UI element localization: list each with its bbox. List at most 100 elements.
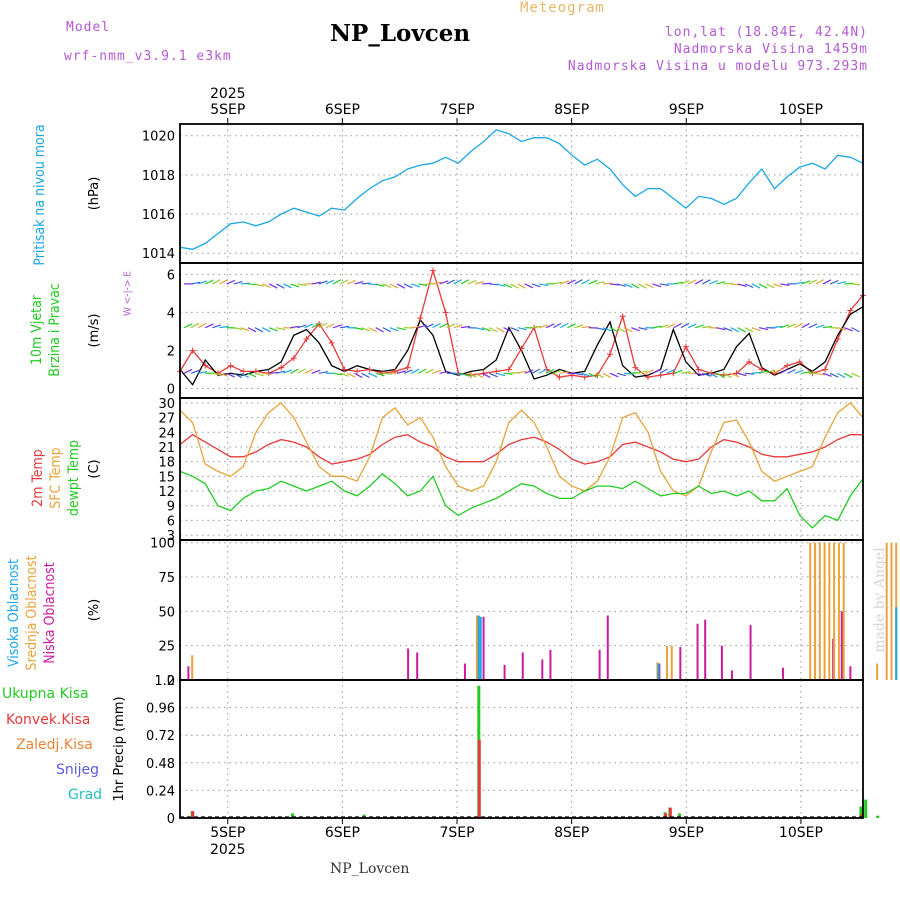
- wind-arrow: [695, 372, 705, 376]
- wind-speed-marker: [316, 320, 323, 327]
- series-temperature-1: [179, 402, 864, 497]
- wind-arrow: [645, 283, 654, 289]
- xtick-label-bottom: 5SEP: [210, 825, 245, 841]
- wind-speed-marker: [834, 336, 841, 343]
- ytick-pressure-1020: 1020: [142, 130, 175, 145]
- wind-arrow: [418, 283, 428, 287]
- wind-speed-marker: [657, 372, 664, 379]
- wind-arrow: [382, 283, 392, 288]
- wind-arrow: [340, 372, 349, 377]
- wind-label-2: Brzina i Pravac: [47, 283, 63, 377]
- wind-speed-marker: [569, 372, 576, 379]
- bar-clouds-1: [842, 542, 845, 680]
- wind-arrow: [624, 372, 634, 375]
- wind-arrow: [403, 283, 413, 289]
- bar-clouds-0: [521, 652, 524, 680]
- wind-arrow: [425, 323, 434, 329]
- ytick-precip-1.2: 1.2: [154, 674, 175, 689]
- xtick-label-top: 9SEP: [669, 102, 704, 118]
- wind-arrow: [254, 283, 264, 287]
- wind-arrow: [638, 370, 648, 374]
- wind-arrow: [531, 368, 541, 374]
- wind-arrow: [631, 327, 640, 332]
- wind-arrow: [837, 281, 847, 285]
- wind-arrow: [425, 368, 434, 374]
- wind-arrow: [254, 327, 264, 333]
- bar-clouds-1: [837, 542, 840, 680]
- wind-arrow: [758, 327, 769, 331]
- model-label: Model: [66, 20, 111, 35]
- wind-arrow: [808, 323, 818, 329]
- precip-legend-freezing: Zaledj.Kisa: [16, 737, 93, 753]
- wind-arrow: [687, 279, 697, 285]
- wind-arrow: [680, 371, 690, 374]
- wind-arrow: [460, 372, 470, 377]
- wind-speed-marker: [278, 364, 285, 371]
- wind-arrow: [829, 372, 839, 378]
- wind-arrow: [453, 324, 463, 329]
- wind-speed-marker: [341, 366, 348, 373]
- xtick-label-bottom: 10SEP: [779, 825, 823, 841]
- wind-speed-marker: [505, 366, 512, 373]
- wind-arrow: [318, 280, 328, 285]
- xtick-label-bottom: 8SEP: [554, 825, 589, 841]
- wind-arrow: [332, 324, 342, 329]
- wind-arrow: [233, 327, 243, 331]
- bar-precip-0: [864, 799, 868, 818]
- xtick-label-top: 5SEP: [210, 102, 245, 118]
- wind-arrow: [567, 323, 576, 329]
- wind-arrow: [531, 325, 541, 329]
- pressure-label: Pritisak na nivou mora: [32, 124, 48, 266]
- wind-arrow: [375, 283, 385, 287]
- wind-speed-marker: [379, 370, 386, 377]
- wind-speed-marker: [177, 368, 183, 375]
- wind-arrow: [744, 327, 754, 333]
- bar-clouds-2: [895, 607, 898, 680]
- wind-arrow: [496, 327, 505, 333]
- bar-clouds-0: [720, 645, 723, 680]
- wind-arrow: [652, 368, 661, 374]
- wind-arrow: [680, 322, 690, 329]
- xtick-label-bottom: 9SEP: [669, 825, 704, 841]
- wind-arrow: [339, 279, 349, 285]
- wind-speed-marker: [733, 370, 740, 377]
- wind-arrow: [482, 282, 492, 285]
- wind-speed-marker: [455, 370, 462, 377]
- bar-precip-0: [362, 814, 366, 818]
- wind-arrow: [751, 327, 761, 332]
- panel-wind: 0 2 4 6 (m/s): [87, 262, 866, 399]
- wind-arrow: [716, 372, 725, 379]
- wind-arrow: [481, 372, 491, 378]
- wind-speed-marker: [240, 368, 247, 375]
- wind-speed-marker: [784, 362, 791, 369]
- wind-arrow: [304, 323, 314, 329]
- wind-arrow: [616, 372, 626, 377]
- bar-clouds-0: [549, 649, 552, 680]
- wind-arrow: [659, 283, 669, 287]
- bar-precip-0: [663, 812, 667, 818]
- wind-arrow: [290, 368, 299, 374]
- wind-arrow: [595, 327, 605, 331]
- ylabel-wind: (m/s): [87, 314, 102, 348]
- bar-clouds-1: [665, 645, 668, 680]
- wind-arrow: [801, 322, 810, 329]
- ylabel-pressure: (hPa): [87, 177, 102, 211]
- bar-clouds-0: [541, 659, 544, 680]
- wind-arrow: [773, 283, 783, 288]
- wind-arrow: [744, 372, 754, 375]
- ytick-pressure-1014: 1014: [142, 247, 175, 262]
- wind-speed-marker: [202, 362, 209, 369]
- bar-precip-1: [664, 813, 668, 818]
- wind-arrow: [233, 281, 243, 285]
- wind-arrow: [226, 372, 235, 378]
- wind-arrow: [268, 283, 278, 289]
- wind-arrow: [574, 324, 584, 329]
- wind-arrow: [652, 283, 662, 288]
- wind-arrow: [702, 325, 712, 329]
- wind-arrow: [190, 369, 200, 374]
- wind-speed-marker: [720, 372, 727, 379]
- wind-arrow: [503, 372, 513, 375]
- wind-arrow: [418, 368, 427, 374]
- wind-arrow: [609, 327, 619, 333]
- wind-speed-marker: [809, 370, 816, 377]
